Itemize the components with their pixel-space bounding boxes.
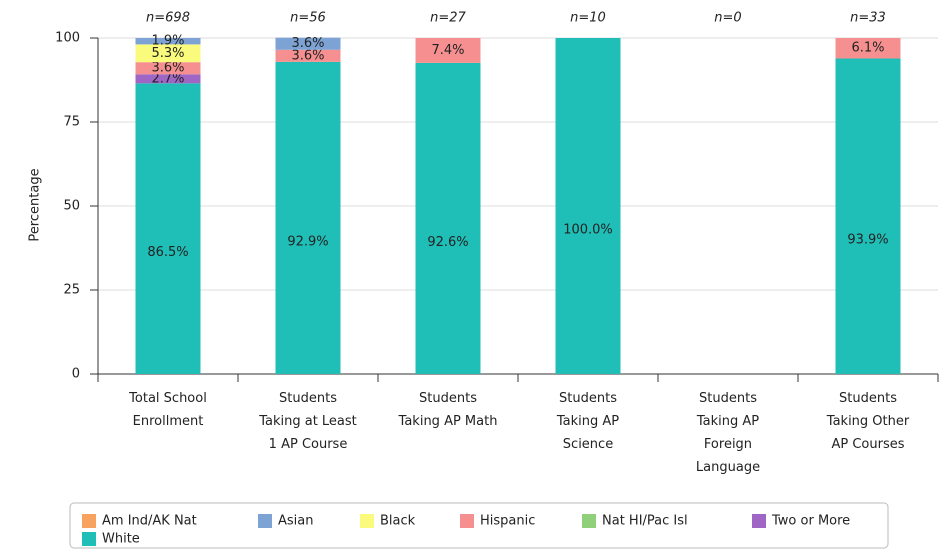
y-axis-label: Percentage [28,168,43,241]
bar-segment [135,83,201,375]
value-label: 6.1% [851,41,884,56]
legend-label: Asian [278,514,313,529]
bar-segment [275,61,341,375]
legend-swatch [582,514,596,528]
value-label: 100.0% [563,223,613,238]
legend-swatch [460,514,474,528]
value-label: 2.7% [151,71,184,86]
x-tick-line: Taking Other [826,414,910,429]
y-tick-label: 25 [63,283,80,298]
x-tick-label: Total School Enrollment [128,391,207,429]
bar-segment [415,62,481,374]
bar-segment [415,38,481,63]
x-tick-label: Students Taking AP Foreign Language [696,391,760,475]
x-tick-line: Taking at Least [258,414,357,429]
x-tick-line: Students [279,391,337,406]
x-tick-line: 1 AP Course [269,437,348,452]
x-tick-line: Students [559,391,617,406]
bar-segment [555,38,621,374]
x-tick-line: Language [696,460,760,475]
n-label: n=33 [850,11,886,26]
bar-segment [135,44,201,63]
legend-box [69,502,889,549]
legend-label: Am Ind/AK Nat [102,514,197,529]
y-tick-label: 0 [72,367,80,382]
x-tick-label: Students Taking at Least 1 AP Course [258,391,357,452]
value-label: 3.6% [151,61,184,76]
legend-label: Black [380,514,416,529]
legend-swatch [258,514,272,528]
value-label: 86.5% [147,245,188,260]
x-tick-line: AP Courses [831,437,904,452]
y-tick-label: 100 [55,31,80,46]
x-tick-line: Foreign [704,437,752,452]
bar-segment [275,49,341,62]
n-label: n=698 [146,11,190,26]
x-tick-line: Total School [128,391,207,406]
bar-segment [835,38,901,59]
value-label: 3.6% [291,48,324,63]
value-label: 1.9% [151,34,184,49]
value-label: 3.6% [291,36,324,51]
x-tick-line: Science [563,437,613,452]
y-tick-label: 75 [63,115,80,130]
bar-segment [275,37,341,50]
x-tick-line: Enrollment [133,414,204,429]
legend-label: Two or More [771,514,850,529]
legend-label: White [102,532,140,547]
y-tick-label: 50 [63,199,80,214]
x-tick-label: Students Taking Other AP Courses [826,391,910,452]
x-tick-line: Students [839,391,897,406]
value-label: 92.9% [287,234,328,249]
n-label: n=27 [430,11,466,26]
x-tick-line: Taking AP Math [398,414,498,429]
legend-swatch [360,514,374,528]
value-label: 92.6% [427,235,468,250]
legend-label: Nat HI/Pac Isl [602,514,688,529]
legend-swatch [752,514,766,528]
x-tick-line: Students [699,391,757,406]
bar-segment [135,38,201,45]
x-tick-line: Taking AP [696,414,759,429]
legend-swatch [82,532,96,546]
n-label: n=56 [290,11,326,26]
n-label: n=0 [714,11,741,26]
bar-segment [835,58,901,374]
bar-segment [135,74,201,84]
n-label: n=10 [570,11,606,26]
legend-swatch [82,514,96,528]
x-tick-line: Taking AP [556,414,619,429]
x-tick-label: Students Taking AP Science [556,391,619,452]
legend-label: Hispanic [480,514,535,529]
value-label: 5.3% [151,46,184,61]
x-tick-label: Students Taking AP Math [398,391,498,429]
value-label: 93.9% [847,233,888,248]
x-tick-line: Students [419,391,477,406]
value-label: 7.4% [431,43,464,58]
bar-segment [135,62,201,75]
